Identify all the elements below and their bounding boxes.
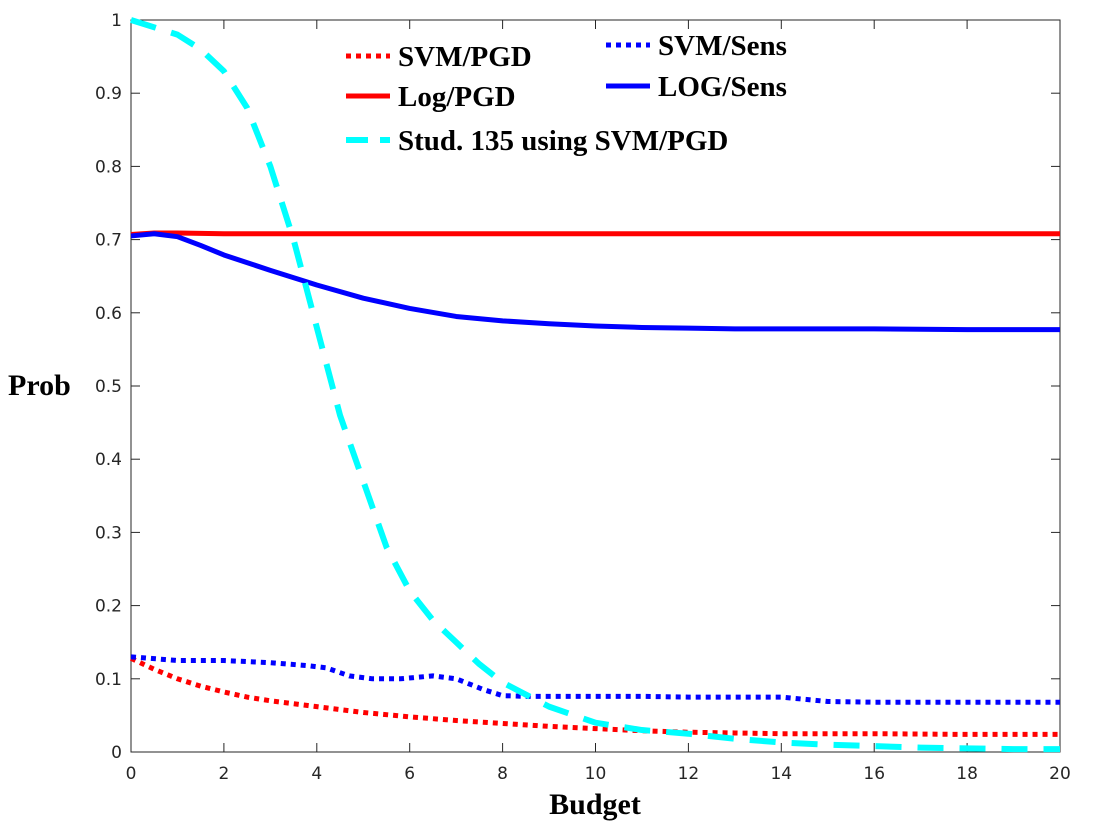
legend-label: LOG/Sens [658, 71, 787, 103]
y-tick-label: 1 [111, 11, 122, 31]
x-tick-label: 16 [863, 764, 885, 784]
legend-label: Stud. 135 using SVM/PGD [398, 125, 728, 157]
y-tick-label: 0.1 [95, 670, 122, 690]
y-tick-label: 0.9 [95, 84, 122, 104]
y-tick-label: 0.3 [95, 523, 122, 543]
y-tick-label: 0.8 [95, 157, 122, 177]
x-tick-label: 6 [404, 764, 415, 784]
x-tick-label: 10 [585, 764, 607, 784]
x-axis-title: Budget [549, 788, 641, 821]
legend-label: Log/PGD [398, 81, 516, 113]
x-tick-label: 12 [678, 764, 700, 784]
x-tick-label: 2 [218, 764, 229, 784]
x-tick-label: 14 [770, 764, 792, 784]
y-tick-label: 0.7 [95, 231, 122, 251]
x-axis-ticks: 0 2 4 6 8 10 12 14 16 18 20 [126, 20, 1071, 784]
legend-label: SVM/Sens [658, 30, 787, 62]
y-axis-title: Prob [8, 369, 71, 402]
x-tick-label: 0 [126, 764, 137, 784]
series-line-svm-sens [130, 654, 1060, 705]
legend-label: SVM/PGD [398, 41, 532, 73]
y-axis-ticks: 0 0.1 0.2 0.3 0.4 0.5 0.6 0.7 0.8 0.9 1 [95, 11, 1060, 763]
series-line-log-sens [130, 231, 1060, 333]
series-layer [129, 17, 1060, 753]
x-tick-label: 8 [497, 764, 508, 784]
y-tick-label: 0.2 [95, 597, 122, 617]
x-tick-label: 20 [1049, 764, 1071, 784]
y-tick-label: 0.6 [95, 304, 122, 324]
series-line-stud-135-using-svm-pgd [130, 17, 1060, 753]
x-tick-label: 18 [956, 764, 978, 784]
plot-area [130, 19, 1061, 753]
y-tick-label: 0.4 [95, 450, 122, 470]
legend: SVM/PGD SVM/Sens Log/PGD LOG/Sens Stud. 135 … [346, 30, 787, 157]
series-line-log-pgd [130, 230, 1060, 237]
y-tick-label: 0.5 [95, 377, 122, 397]
y-tick-label: 0 [111, 743, 122, 763]
x-tick-label: 4 [311, 764, 322, 784]
